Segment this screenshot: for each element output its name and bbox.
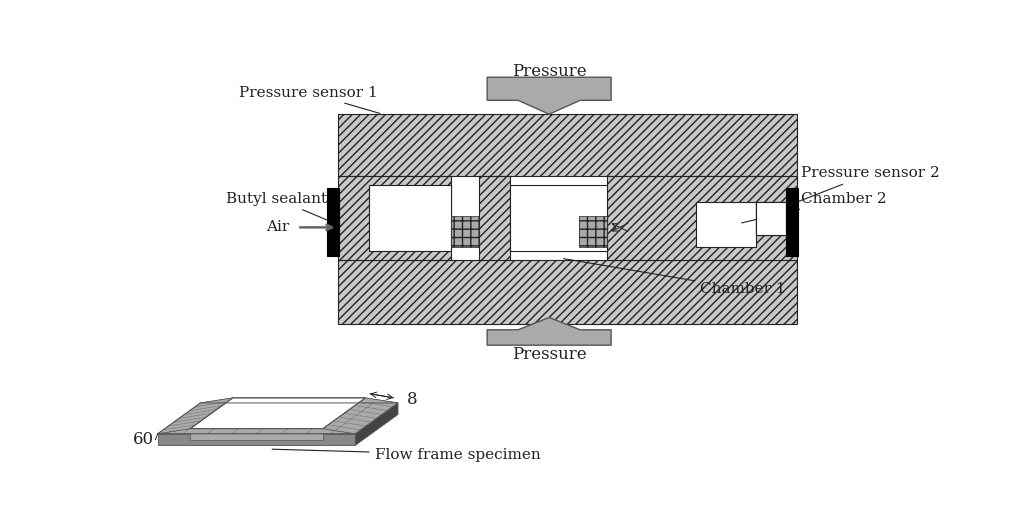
Polygon shape xyxy=(158,429,355,433)
Bar xyxy=(510,185,607,251)
Text: Pressure: Pressure xyxy=(512,346,586,363)
Bar xyxy=(450,216,480,247)
Text: 8: 8 xyxy=(408,391,418,408)
Text: Pressure sensor 2: Pressure sensor 2 xyxy=(774,166,940,211)
Polygon shape xyxy=(322,398,399,433)
Text: Butyl sealant: Butyl sealant xyxy=(226,192,337,224)
Bar xyxy=(579,216,607,247)
Polygon shape xyxy=(487,77,611,114)
Bar xyxy=(756,202,786,235)
Bar xyxy=(327,188,339,256)
Bar xyxy=(338,260,797,324)
Bar xyxy=(756,202,786,235)
Text: Chamber 1: Chamber 1 xyxy=(564,259,786,296)
Polygon shape xyxy=(158,433,355,445)
Text: Flow frame specimen: Flow frame specimen xyxy=(272,448,540,461)
Bar xyxy=(756,202,786,235)
Text: 60: 60 xyxy=(133,431,154,448)
Text: Air: Air xyxy=(267,220,290,234)
Bar xyxy=(480,176,510,260)
Bar xyxy=(607,176,797,260)
Text: Pressure: Pressure xyxy=(512,62,586,80)
Polygon shape xyxy=(191,398,365,429)
Polygon shape xyxy=(487,317,611,345)
Bar xyxy=(338,176,450,260)
Bar xyxy=(786,188,798,256)
Text: Pressure sensor 1: Pressure sensor 1 xyxy=(239,86,380,114)
Polygon shape xyxy=(191,429,322,440)
Polygon shape xyxy=(158,398,233,433)
Polygon shape xyxy=(201,398,399,403)
Bar xyxy=(368,185,450,251)
Bar xyxy=(338,114,797,176)
Polygon shape xyxy=(355,403,399,445)
Text: Chamber 2: Chamber 2 xyxy=(741,192,886,223)
Bar xyxy=(697,202,756,247)
